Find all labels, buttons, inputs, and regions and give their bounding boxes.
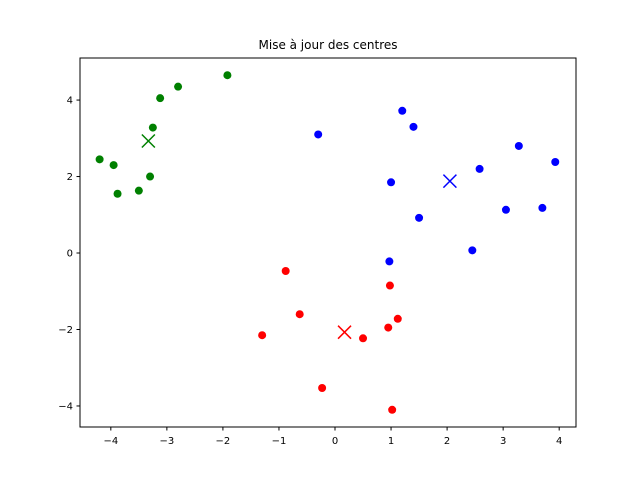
data-point-1-9: [514, 141, 523, 150]
data-point-1-1: [398, 106, 407, 115]
data-point-0-1: [109, 161, 118, 170]
x-tick-label: 1: [388, 436, 394, 447]
data-point-0-8: [223, 71, 232, 80]
x-axis: −4 −3 −2 −1 0 1 2 3 4: [103, 427, 562, 447]
data-point-0-2: [113, 189, 122, 198]
data-point-1-0: [314, 130, 323, 139]
data-point-2-0: [281, 266, 290, 275]
data-point-0-5: [148, 123, 157, 132]
centers-layer: [141, 133, 457, 340]
x-tick-label: 3: [500, 436, 506, 447]
x-tick-label: −3: [159, 436, 174, 447]
data-point-0-3: [134, 186, 143, 195]
data-point-1-8: [501, 205, 510, 214]
center-stroke-b: [141, 133, 156, 149]
data-point-1-2: [409, 122, 418, 131]
y-tick-label: 0: [67, 249, 73, 260]
x-tick-label: −1: [272, 436, 287, 447]
y-tick-label: 2: [67, 172, 73, 183]
data-point-1-7: [475, 164, 484, 173]
y-axis: −4 −2 0 2 4: [58, 96, 80, 412]
data-point-1-11: [551, 158, 560, 167]
data-point-2-8: [388, 405, 397, 414]
data-point-1-5: [415, 213, 424, 222]
data-point-2-7: [318, 383, 327, 392]
x-tick-label: 4: [556, 436, 562, 447]
plot-frame: [79, 57, 577, 428]
x-tick-label: 2: [444, 436, 450, 447]
y-tick-label: −2: [58, 325, 73, 336]
data-point-0-4: [146, 172, 155, 181]
data-point-0-7: [174, 82, 183, 91]
data-point-2-3: [385, 281, 394, 290]
data-point-1-4: [385, 257, 394, 266]
data-point-2-1: [295, 310, 304, 319]
cluster-center-marker-0: [141, 133, 156, 149]
chart-title: Mise à jour des centres: [259, 38, 398, 52]
data-point-1-10: [538, 203, 547, 212]
data-point-0-6: [156, 94, 165, 103]
x-tick-label: −2: [216, 436, 231, 447]
center-stroke-b: [442, 174, 457, 189]
points-layer: [95, 71, 560, 414]
x-tick-label: −4: [103, 436, 118, 447]
data-point-2-2: [258, 331, 267, 340]
cluster-center-marker-1: [442, 174, 457, 189]
data-point-1-3: [387, 178, 396, 187]
data-point-2-6: [359, 334, 368, 343]
data-point-0-0: [95, 155, 104, 164]
cluster-center-marker-2: [337, 325, 352, 340]
x-tick-label: 0: [332, 436, 338, 447]
y-tick-label: −4: [58, 401, 73, 412]
data-point-2-5: [393, 314, 402, 323]
data-point-2-4: [384, 323, 393, 332]
center-stroke-b: [337, 325, 352, 340]
y-tick-label: 4: [67, 96, 73, 107]
data-point-1-6: [468, 246, 477, 255]
